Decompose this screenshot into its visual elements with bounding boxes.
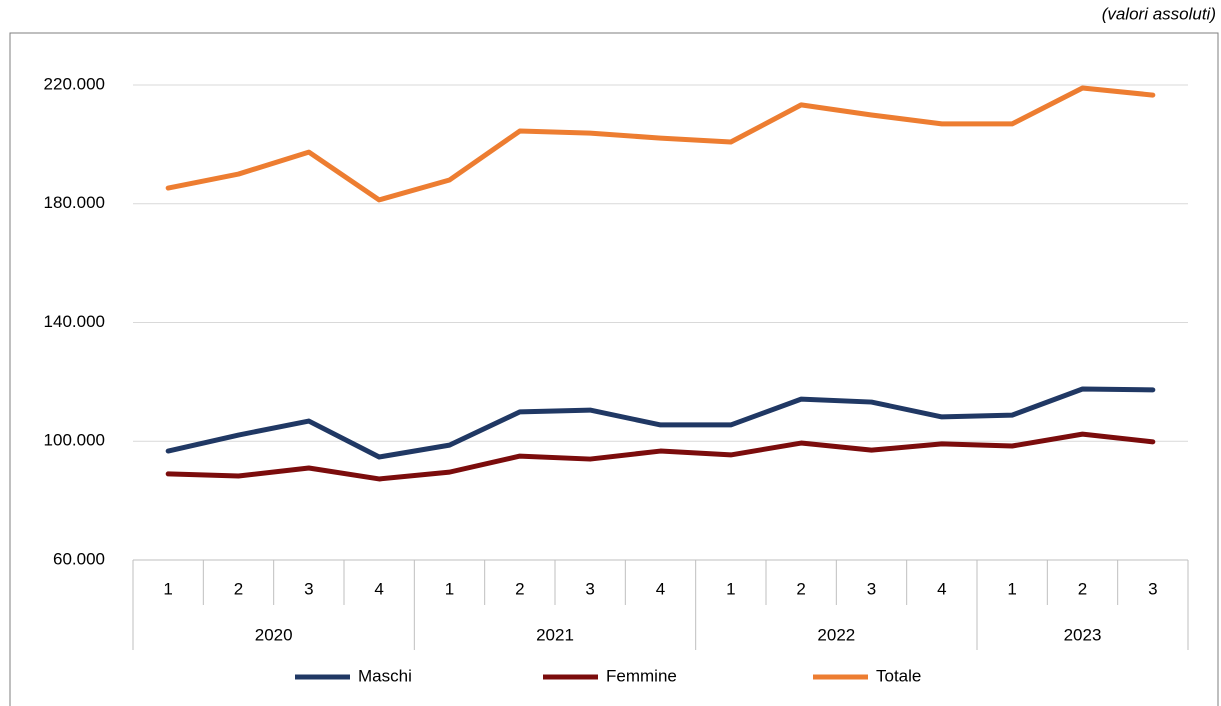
- x-tick-label: 2: [515, 579, 524, 598]
- series-line: [165, 386, 1156, 460]
- x-tick-label: 2: [234, 579, 243, 598]
- x-tick-label: 4: [374, 579, 383, 598]
- x-tick-label: 1: [445, 579, 454, 598]
- x-group-label: 2020: [255, 625, 293, 644]
- series-line: [165, 85, 1156, 203]
- series-line: [165, 431, 1156, 482]
- chart-border: [9, 32, 1219, 706]
- y-tick-label: 220.000: [44, 74, 105, 93]
- x-tick-label: 3: [304, 579, 313, 598]
- x-tick-label: 1: [726, 579, 735, 598]
- legend-label: Femmine: [606, 666, 677, 685]
- x-tick-label: 4: [937, 579, 946, 598]
- x-group-label: 2022: [817, 625, 855, 644]
- y-tick-label: 180.000: [44, 193, 105, 212]
- x-tick-label: 4: [656, 579, 665, 598]
- legend-label: Totale: [876, 666, 921, 685]
- x-group-label: 2021: [536, 625, 574, 644]
- x-group-label: 2023: [1064, 625, 1102, 644]
- y-tick-label: 60.000: [53, 549, 105, 568]
- y-tick-label: 140.000: [44, 312, 105, 331]
- x-tick-label: 2: [796, 579, 805, 598]
- x-tick-label: 2: [1078, 579, 1087, 598]
- x-tick-label: 1: [1007, 579, 1016, 598]
- x-tick-label: 3: [867, 579, 876, 598]
- x-tick-label: 3: [585, 579, 594, 598]
- annotation: (valori assoluti): [1102, 4, 1216, 23]
- legend-label: Maschi: [358, 666, 412, 685]
- x-tick-label: 1: [163, 579, 172, 598]
- y-tick-label: 100.000: [44, 431, 105, 450]
- x-tick-label: 3: [1148, 579, 1157, 598]
